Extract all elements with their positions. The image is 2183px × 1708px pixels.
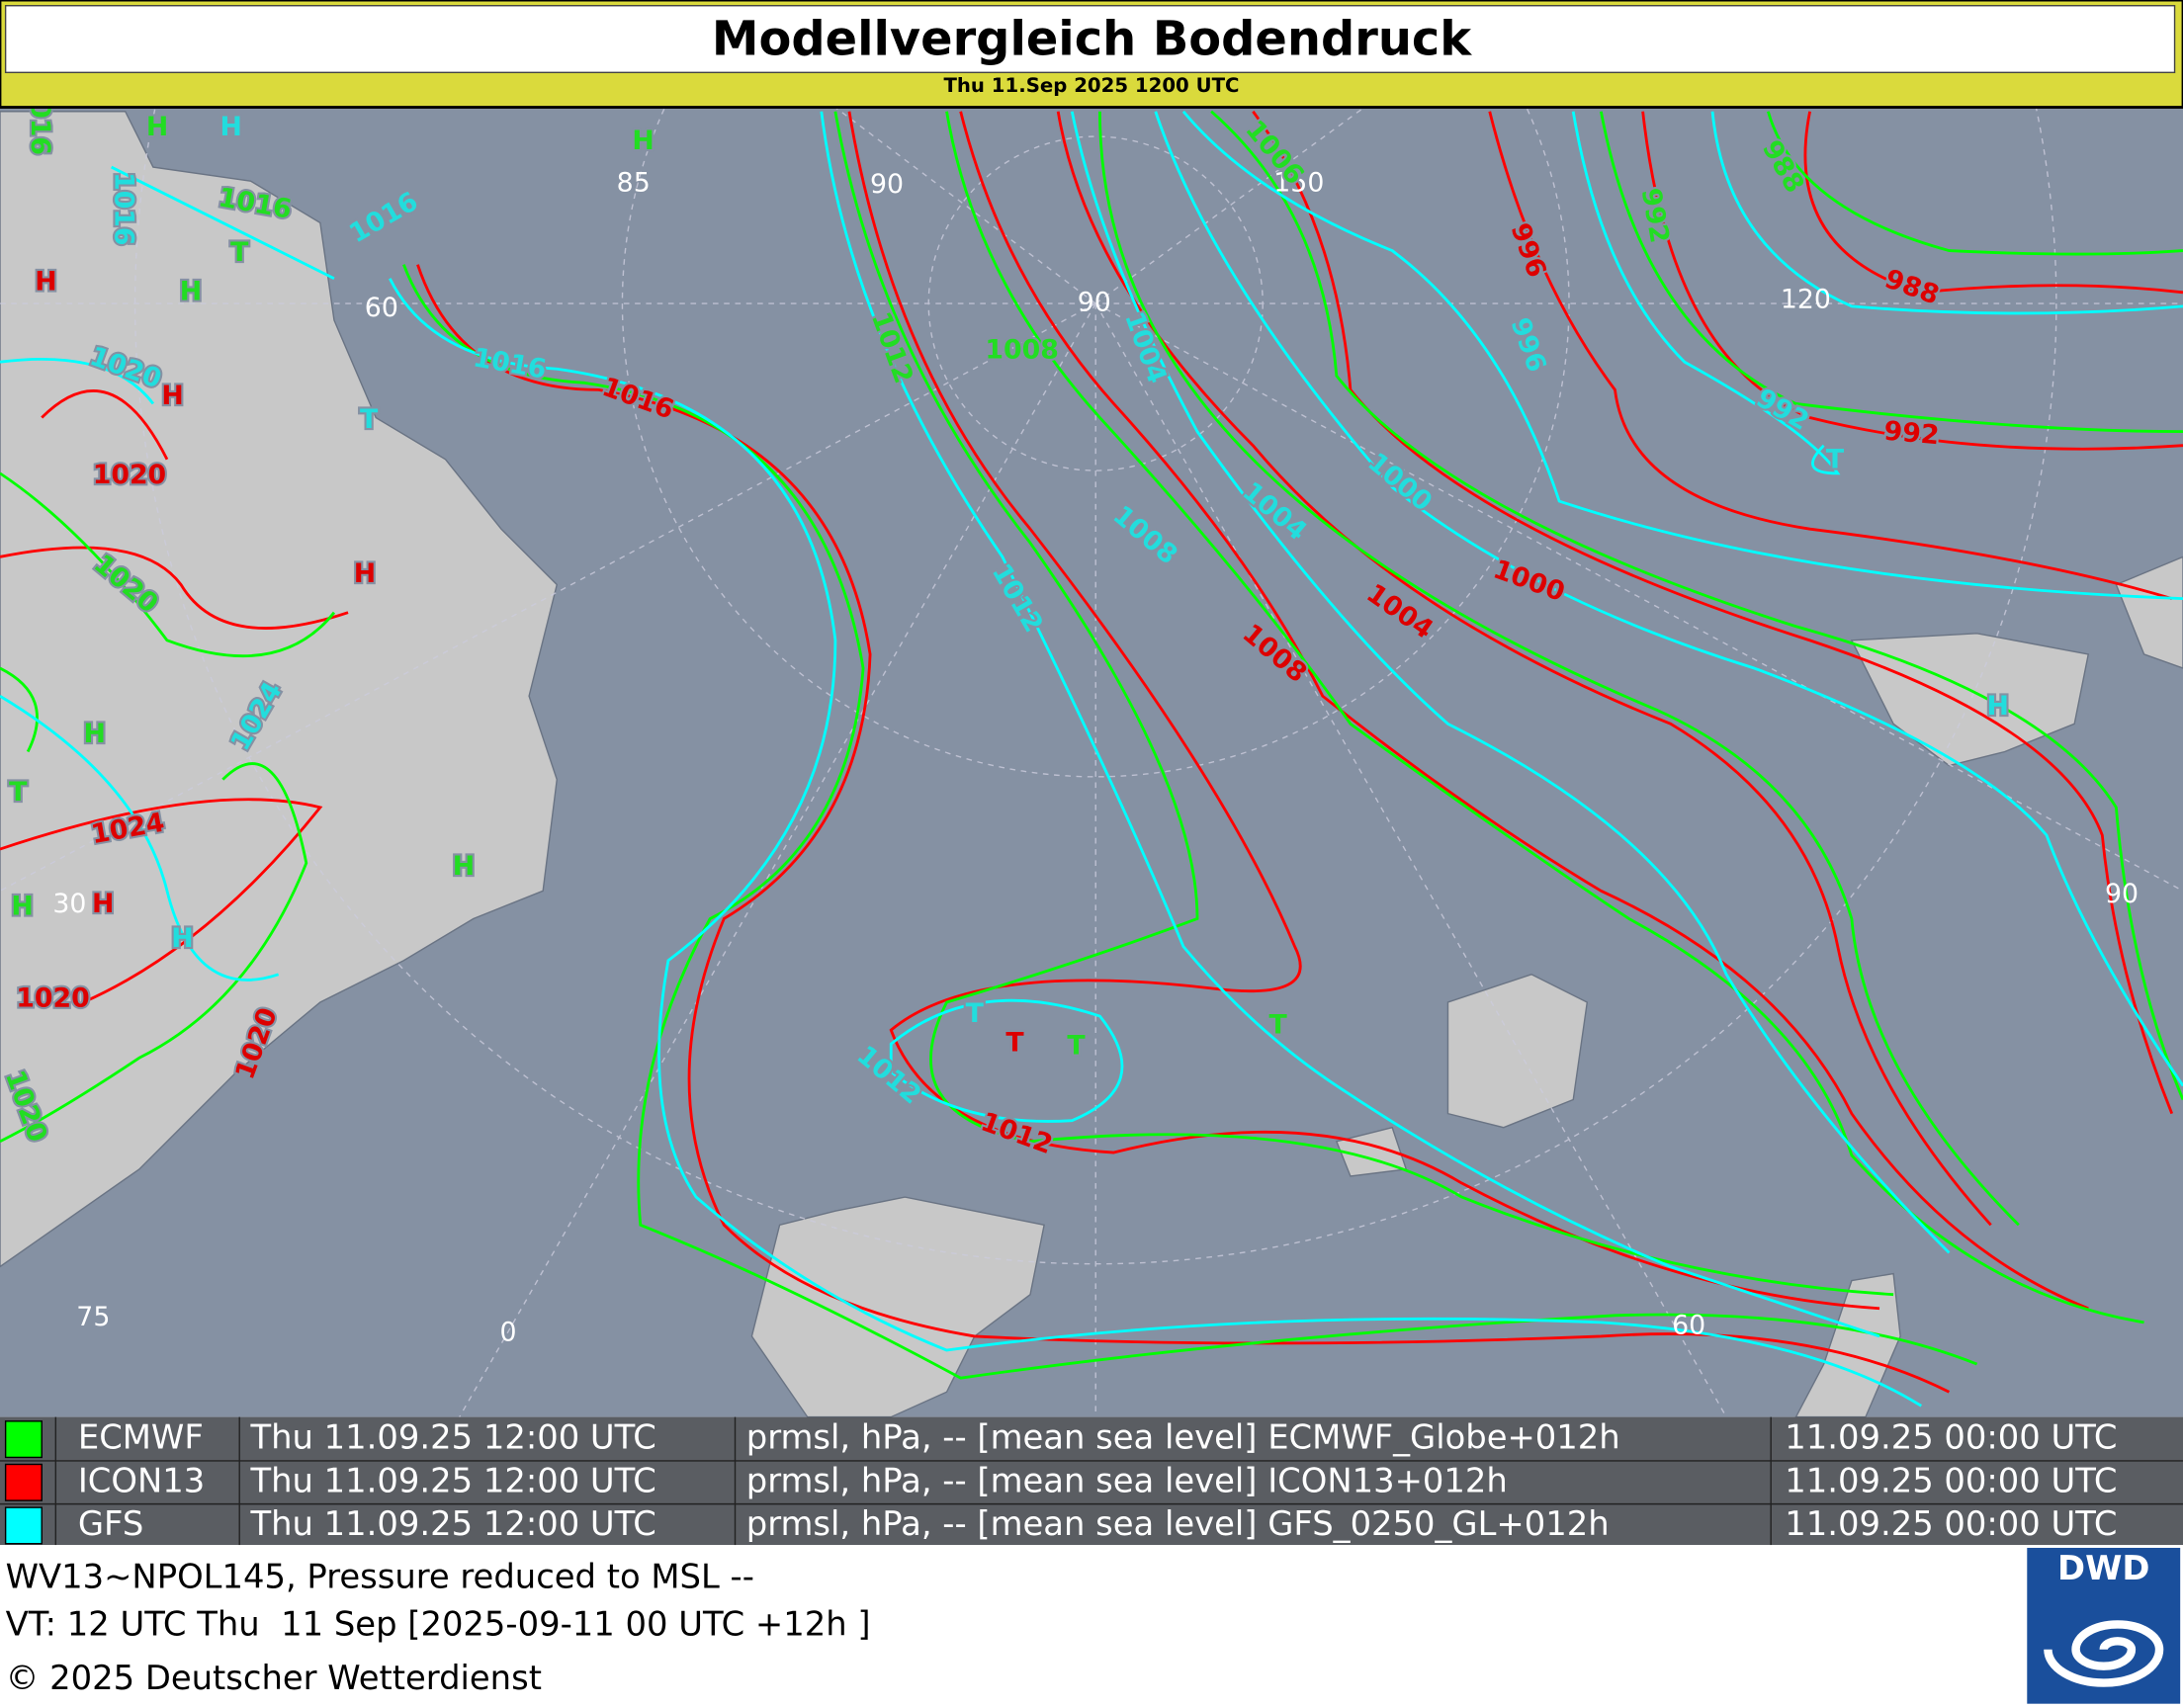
footer-line: WV13~NPOL145, Pressure reduced to MSL -- [6, 1557, 754, 1595]
pressure-center: H [146, 112, 168, 142]
pressure-center: H [11, 892, 33, 922]
legend-model: GFS [78, 1504, 143, 1543]
footer-line: © 2025 Deutscher Wetterdienst [6, 1659, 542, 1697]
legend-run: 11.09.25 00:00 UTC [1785, 1418, 2117, 1457]
graticule-label: 90 [2105, 879, 2139, 909]
graticule-label: 30 [52, 889, 86, 919]
pressure-center: T [1005, 1028, 1024, 1059]
legend-panel [0, 1416, 2183, 1546]
pressure-center: T [1826, 445, 1845, 475]
pressure-center: H [84, 719, 106, 749]
legend-model: ICON13 [78, 1461, 205, 1499]
legend-swatch [4, 1420, 43, 1459]
pressure-center: T [230, 237, 249, 268]
graticule-label: 85 [617, 167, 651, 198]
graticule-label: 150 [1273, 167, 1324, 198]
pressure-center: T [966, 998, 985, 1029]
pressure-center: T [9, 777, 28, 808]
pressure-center: H [171, 923, 193, 954]
graticule-label: 90 [870, 169, 904, 200]
legend-swatch [4, 1463, 43, 1501]
pressure-center: H [35, 266, 56, 297]
isobar-label: 1020 [93, 460, 166, 490]
graticule-label: 75 [76, 1302, 110, 1332]
legend-run: 11.09.25 00:00 UTC [1785, 1461, 2117, 1499]
land [0, 111, 2183, 1418]
graticule-label: 120 [1781, 285, 1831, 315]
legend-field: prmsl, hPa, -- [mean sea level] ICON13+0… [746, 1461, 1508, 1499]
pressure-center: H [220, 112, 242, 142]
pressure-center: T [1269, 1009, 1288, 1040]
pressure-center: T [1067, 1031, 1086, 1062]
legend-run: 11.09.25 00:00 UTC [1785, 1504, 2117, 1543]
pressure-center: H [161, 381, 183, 411]
graticule-labels: 85 90 150 90 60 120 30 90 75 0 60 [52, 167, 2139, 1347]
legend-swatch [4, 1506, 43, 1545]
logo-text: DWD [2057, 1549, 2149, 1587]
isobar-label: 1016 [108, 172, 138, 245]
title-box [4, 5, 2176, 74]
graticule-label: 60 [1672, 1311, 1705, 1341]
pressure-center: H [632, 126, 654, 156]
legend-valid: Thu 11.09.25 12:00 UTC [249, 1461, 655, 1499]
legend-model: ECMWF [78, 1418, 204, 1457]
pressure-center: H [92, 889, 114, 919]
graticule-label: 60 [365, 293, 398, 323]
pressure-center: T [360, 404, 379, 435]
legend-field: prmsl, hPa, -- [mean sea level] ECMWF_Gl… [746, 1418, 1620, 1457]
logo-swirl [2044, 1620, 2164, 1687]
title: Modellvergleich Bodendruck [712, 12, 1472, 66]
legend: ECMWF Thu 11.09.25 12:00 UTC prmsl, hPa, -… [0, 1416, 2183, 1548]
legend-valid: Thu 11.09.25 12:00 UTC [249, 1418, 655, 1457]
isobar-label: 992 [1882, 416, 1940, 452]
pressure-center: H [180, 276, 202, 306]
footer-line: VT: 12 UTC Thu 11 Sep [2025-09-11 00 UTC… [6, 1604, 871, 1643]
pressure-center: H [354, 558, 376, 589]
isobar-label: 1008 [985, 334, 1058, 365]
gfs-isobars [0, 110, 2183, 1408]
subtitle: Thu 11.Sep 2025 1200 UTC [943, 74, 1239, 97]
isobar-label: 1020 [16, 983, 89, 1014]
pressure-center: H [1987, 691, 2009, 722]
footer [0, 1545, 2183, 1708]
legend-field: prmsl, hPa, -- [mean sea level] GFS_0250… [746, 1504, 1610, 1543]
pressure-center: H [453, 851, 475, 882]
graticule-label: 0 [499, 1318, 516, 1348]
legend-valid: Thu 11.09.25 12:00 UTC [249, 1504, 655, 1543]
graticule-label: 90 [1078, 288, 1111, 318]
